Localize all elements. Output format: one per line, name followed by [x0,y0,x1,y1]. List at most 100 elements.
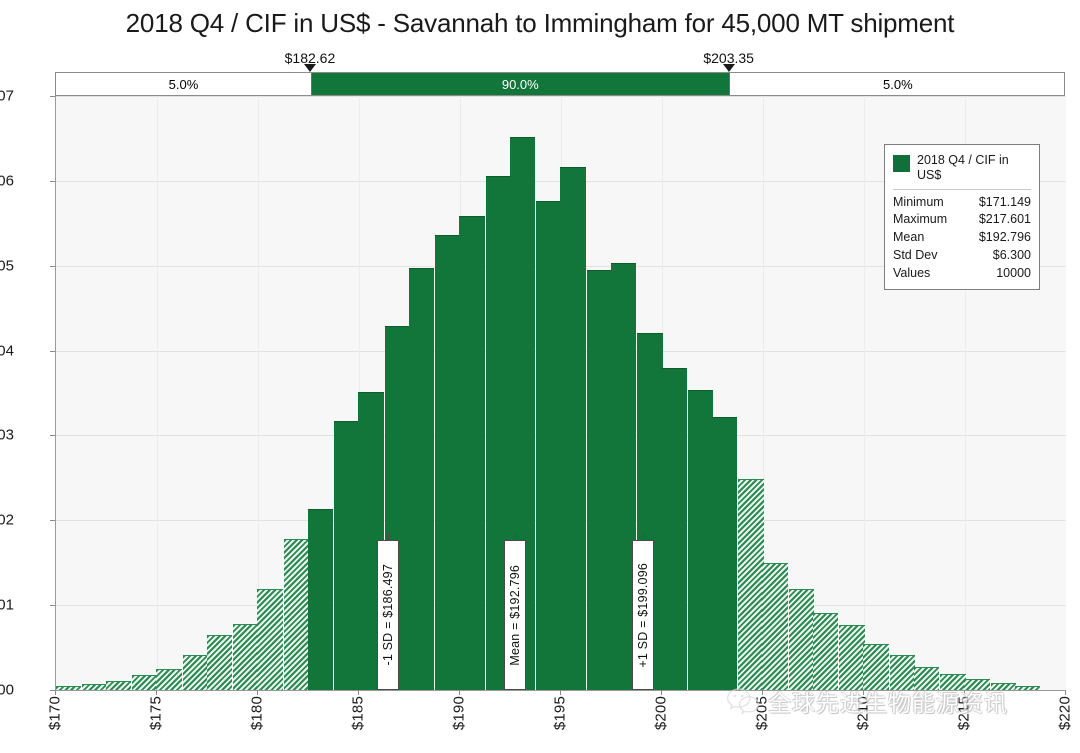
x-axis-tick-label: $215 [955,696,973,731]
y-axis-tick-mark [50,435,55,437]
x-axis-tick-mark [661,690,662,695]
percentile-segment[interactable]: 90.0% [310,73,730,95]
legend-stat-row: Minimum $171.149 [893,194,1031,212]
histogram-bar [307,509,334,690]
histogram-bar [1014,685,1041,690]
gridline-vertical [157,96,158,690]
legend-stat-value: $6.300 [992,247,1031,262]
percentile-marker-handle[interactable] [722,64,735,72]
x-axis-tick-mark [156,690,157,695]
histogram-bar [536,201,562,690]
legend-stat-value: $192.796 [978,230,1031,244]
histogram-bars [56,96,1066,690]
legend-header: 2018 Q4 / CIF in US$ [893,153,1031,183]
legend-series-name: 2018 Q4 / CIF in US$ [917,153,1009,182]
histogram-bar [788,588,814,690]
legend-divider [893,188,1031,190]
x-axis-tick-mark [560,690,561,695]
histogram-bar [560,167,586,690]
histogram-bar [156,668,182,690]
legend-stat-key: Maximum [893,212,948,227]
y-axis-tick-label: 0.02 [0,511,14,529]
y-axis-tick-mark [50,520,55,522]
x-axis-tick-label: $190 [450,696,468,731]
legend-stat-row: Std Dev $6.300 [893,247,1031,265]
x-axis-tick-label: $175 [147,696,165,731]
histogram-bar [586,269,612,690]
callout-mean[interactable]: Mean = $192.796 [504,540,527,690]
histogram-bar [889,655,915,690]
callout-minus-1-sd[interactable]: -1 SD = $186.497 [377,540,400,690]
callout-label: -1 SD = $186.497 [381,564,396,666]
legend-statistics: Minimum $171.149 Maximum $217.601 Mean $192.7… [893,194,1031,283]
y-axis-tick-mark [50,96,55,97]
y-axis-tick-mark [50,350,55,352]
callout-label: +1 SD = $199.096 [635,562,650,668]
legend-box[interactable]: 2018 Q4 / CIF in US$ Minimum $171.149 Maxi… [884,144,1040,291]
histogram-bar [863,644,889,690]
y-axis-tick-label: 0.07 [0,87,14,105]
x-axis-tick-label: $210 [854,696,872,731]
histogram-bar [81,683,107,690]
x-axis-tick-label: $220 [1056,696,1074,731]
legend-stat-row: Mean $192.796 [893,229,1031,247]
legend-stat-value: $217.601 [978,212,1031,227]
percentile-marker-handle[interactable] [303,64,316,72]
x-axis-tick-label: $200 [652,696,670,731]
callout-label: Mean = $192.796 [508,564,523,666]
gridline-vertical [258,96,259,690]
histogram-bar [762,563,788,690]
x-axis-tick-label: $185 [349,696,367,731]
histogram-bar [206,634,233,690]
histogram-bar [913,666,940,690]
percentile-marker-label: $182.62 [284,50,336,66]
x-axis-tick-label: $205 [753,696,771,731]
x-axis-tick-label: $170 [46,696,64,731]
histogram-bar [839,625,865,690]
x-axis-tick-label: $195 [551,696,569,731]
y-axis-tick-mark [50,605,55,607]
percentile-segment[interactable]: 5.0% [168,76,199,92]
histogram-bar [182,655,208,690]
x-axis-tick-mark [257,690,258,695]
y-axis-tick-mark [50,265,55,267]
histogram-bar [408,268,435,690]
histogram-bar [940,673,966,690]
percentile-bar[interactable]: 5.0% 90.0% 5.0% [55,72,1065,96]
histogram-bar [257,588,283,690]
histogram-bar [105,680,132,690]
gridline-vertical [763,96,764,690]
legend-stat-key: Values [893,265,931,280]
legend-swatch-icon [893,155,910,172]
histogram-bar [964,678,990,690]
y-axis-tick-label: 0.04 [0,342,14,360]
y-axis-tick-mark [50,690,55,691]
histogram-bar [132,675,158,690]
y-axis-tick-label: 0.05 [0,257,14,275]
legend-stat-key: Minimum [893,194,944,209]
x-axis-tick-mark [863,690,864,695]
x-axis-tick-mark [1065,690,1066,695]
x-axis-tick-mark [358,690,359,695]
percentile-marker-label: $203.35 [703,50,754,66]
percentile-segment[interactable]: 5.0% [883,76,913,92]
x-axis-tick-mark [459,690,460,695]
histogram-bar [459,216,485,690]
y-axis-tick-label: 0.06 [0,172,14,190]
histogram-bar [990,683,1016,690]
legend-stat-value: $171.149 [978,194,1031,209]
y-axis-tick-mark [50,180,55,182]
legend-stat-row: Maximum $217.601 [893,211,1031,229]
y-axis-tick-label: 0.03 [0,426,14,444]
histogram-bar [812,612,839,690]
histogram-bar [435,235,461,690]
callout-plus-1-sd[interactable]: +1 SD = $199.096 [631,540,654,690]
histogram-bar [687,390,713,690]
legend-stat-key: Mean [893,230,925,244]
x-axis-tick-label: $180 [248,696,266,731]
gridline-vertical [864,96,865,690]
histogram-bar [661,368,687,690]
page-title: 2018 Q4 / CIF in US$ - Savannah to Immin… [125,8,955,38]
x-axis-tick-mark [55,690,56,695]
